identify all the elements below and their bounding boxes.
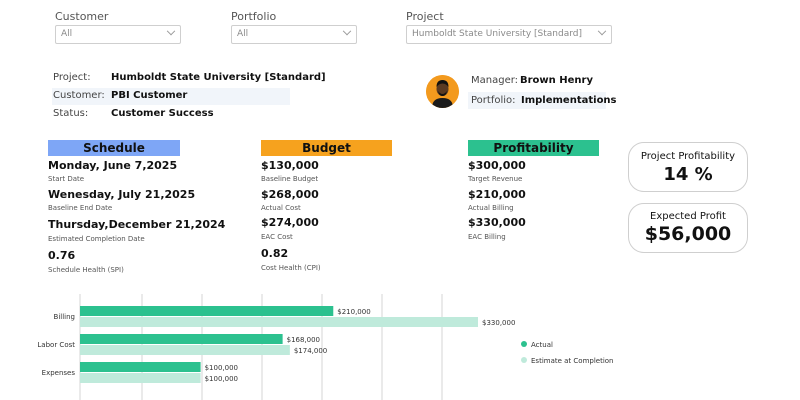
project-label: Project: [53,72,91,83]
expected-profit-card: Expected Profit $56,000 [628,203,748,253]
start-date-label: Start Date [48,175,85,183]
customer-highlight [52,88,290,105]
expected-profit-title: Expected Profit [650,211,726,222]
chevron-down-icon [342,26,352,36]
expected-profit-value: $56,000 [644,223,732,245]
bar-estimate-at-completion [80,345,290,355]
portfolio-label: Portfolio: [471,95,516,106]
project-filter-label: Project [406,10,444,23]
customer-filter-select[interactable]: All [55,25,181,44]
start-date-value: Monday, June 7,2025 [48,159,178,172]
category-label: Expenses [42,369,76,377]
project-value: Humboldt State University [Standard] [111,72,326,83]
project-filter-value: Humboldt State University [Standard] [412,29,582,39]
eac-cost-label: EAC Cost [261,233,293,241]
customer-filter-label: Customer [55,10,109,23]
target-revenue-label: Target Revenue [468,175,523,183]
bar-estimate-at-completion [80,373,201,383]
bar-actual [80,362,201,372]
project-profitability-value: 14 % [663,164,713,185]
eac-cost-value: $274,000 [261,216,319,229]
actual-billing-label: Actual Billing [468,204,514,212]
project-profitability-card: Project Profitability 14 % [628,142,748,192]
schedule-header: Schedule [48,140,180,156]
portfolio-highlight [468,92,606,109]
cost-billing-bar-chart: Billing $210,000 $330,000 Labor Cost $168,00… [37,294,614,400]
baseline-end-date-label: Baseline End Date [48,204,113,212]
legend-swatch [521,341,527,347]
category-label: Billing [54,313,75,321]
baseline-budget-value: $130,000 [261,159,319,172]
bar-estimate-at-completion [80,317,478,327]
budget-header: Budget [261,140,392,156]
chevron-down-icon [597,26,607,36]
actual-billing-value: $210,000 [468,188,526,201]
project-profitability-title: Project Profitability [640,151,736,162]
portfolio-filter-value: All [237,29,249,39]
actual-cost-label: Actual Cost [261,204,301,212]
chevron-down-icon [166,26,176,36]
data-label: $174,000 [294,347,327,355]
status-label: Status: [53,108,89,119]
customer-value: PBI Customer [111,90,188,101]
data-label: $330,000 [482,319,515,327]
data-label: $210,000 [337,308,370,316]
portfolio-value: Implementations [521,95,617,106]
cpi-label: Cost Health (CPI) [261,264,321,272]
data-label: $168,000 [287,336,320,344]
customer-filter-value: All [61,29,73,39]
customer-label: Customer: [53,90,105,101]
legend-label: Actual [531,341,553,349]
manager-value: Brown Henry [520,75,593,86]
portfolio-filter-label: Portfolio [231,10,277,23]
eac-billing-value: $330,000 [468,216,526,229]
spi-value: 0.76 [48,249,76,262]
bar-actual [80,334,283,344]
portfolio-filter-select[interactable]: All [231,25,357,44]
data-label: $100,000 [205,375,238,383]
spi-label: Schedule Health (SPI) [48,266,124,274]
estimated-completion-date-value: Thursday,December 21,2024 [48,218,226,231]
category-label: Labor Cost [37,341,75,349]
data-label: $100,000 [205,364,238,372]
profitability-header: Profitability [468,140,599,156]
eac-billing-label: EAC Billing [468,233,506,241]
baseline-budget-label: Baseline Budget [261,175,319,183]
legend-label: Estimate at Completion [531,357,614,365]
cpi-value: 0.82 [261,247,289,260]
estimated-completion-date-label: Estimated Completion Date [48,235,145,243]
target-revenue-value: $300,000 [468,159,526,172]
manager-avatar [426,75,459,108]
actual-cost-value: $268,000 [261,188,319,201]
legend-swatch [521,357,527,363]
baseline-end-date-value: Wenesday, July 21,2025 [48,188,196,201]
project-filter-select[interactable]: Humboldt State University [Standard] [406,25,612,44]
manager-label: Manager: [471,75,519,86]
status-value: Customer Success [111,108,214,119]
bar-actual [80,306,334,316]
